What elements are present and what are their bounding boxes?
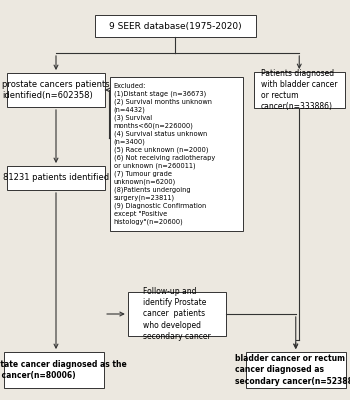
FancyBboxPatch shape — [5, 352, 104, 388]
Text: Follow-up and
identify Prostate
cancer  patients
who developed
secondary cancer: Follow-up and identify Prostate cancer p… — [143, 287, 211, 341]
Text: bladder cancer or rectum
cancer diagnosed as
secondary cancer(n=52388): bladder cancer or rectum cancer diagnose… — [235, 354, 350, 386]
Text: 81231 patients identified: 81231 patients identified — [3, 174, 109, 182]
Text: Patients diagnosed
with bladder cancer
or rectum
cancer(n=333886): Patients diagnosed with bladder cancer o… — [261, 69, 337, 111]
FancyBboxPatch shape — [7, 73, 105, 107]
FancyBboxPatch shape — [110, 77, 243, 231]
FancyBboxPatch shape — [254, 72, 345, 108]
FancyBboxPatch shape — [128, 292, 226, 336]
FancyBboxPatch shape — [246, 352, 346, 388]
Text: prostate cancers patients
identified(n=602358): prostate cancers patients identified(n=6… — [2, 80, 110, 100]
Text: 9 SEER database(1975-2020): 9 SEER database(1975-2020) — [109, 22, 241, 30]
Text: Prostate cancer diagnosed as the
first cancer(n=80006): Prostate cancer diagnosed as the first c… — [0, 360, 127, 380]
Text: Excluded:
(1)Distant stage (n=36673)
(2) Survival months unknown
(n=4432)
(3) Su: Excluded: (1)Distant stage (n=36673) (2)… — [114, 83, 215, 225]
FancyBboxPatch shape — [7, 166, 105, 190]
FancyBboxPatch shape — [94, 15, 256, 37]
